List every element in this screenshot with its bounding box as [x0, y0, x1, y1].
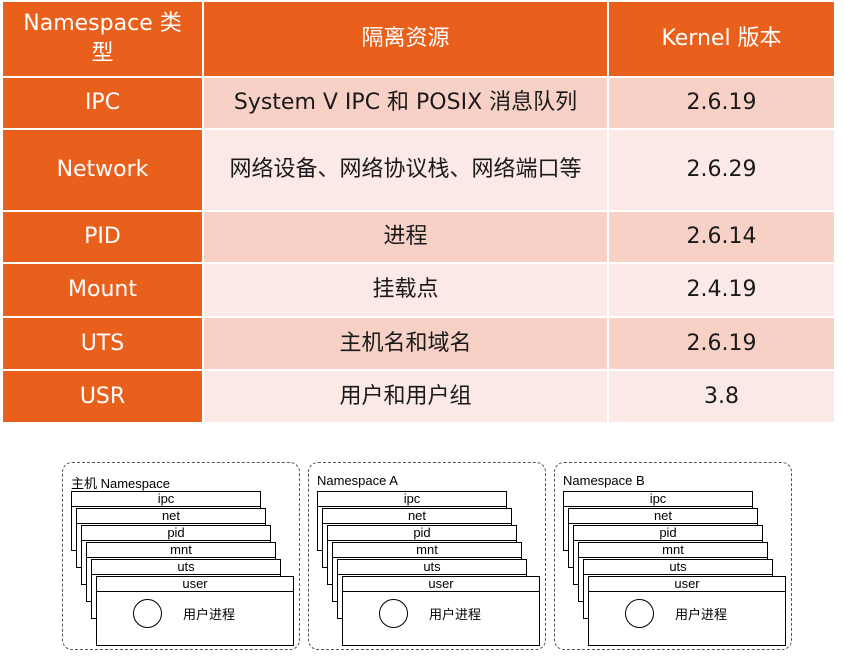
- namespace-title: Namespace A: [317, 473, 398, 488]
- layer-divider: [589, 591, 785, 592]
- process-circle-icon: [133, 599, 162, 628]
- table-row: IPC System V IPC 和 POSIX 消息队列 2.6.19: [1, 76, 836, 130]
- layer-label: uts: [177, 559, 195, 574]
- layer-label: net: [407, 508, 427, 523]
- header-kernel-version: Kernel 版本: [607, 0, 836, 78]
- table-row: USR 用户和用户组 3.8: [1, 369, 836, 424]
- layer-label: ipc: [649, 491, 667, 506]
- layer-label: user: [674, 576, 700, 591]
- layer-user: user 用户进程: [342, 576, 540, 646]
- process-label: 用户进程: [429, 608, 482, 623]
- namespace-diagram: 主机 Namespace ipc net pid mnt uts user 用户进程 Names…: [62, 462, 800, 652]
- namespace-title: Namespace B: [563, 473, 645, 488]
- row-kernel: 2.6.14: [607, 210, 836, 264]
- layer-label: mnt: [170, 542, 192, 557]
- table-row: PID 进程 2.6.14: [1, 210, 836, 264]
- layer-divider: [333, 557, 521, 558]
- row-kernel: 2.6.29: [607, 128, 836, 212]
- layer-divider: [318, 506, 506, 507]
- header-namespace-type: Namespace 类型: [1, 0, 204, 78]
- process-label: 用户进程: [183, 608, 236, 623]
- header-isolated-resource: 隔离资源: [202, 0, 609, 78]
- namespace-box-b: Namespace B ipc net pid mnt uts user 用户进程: [554, 462, 792, 650]
- process-circle-icon: [379, 599, 408, 628]
- layer-label: pid: [167, 525, 185, 540]
- layer-divider: [343, 591, 539, 592]
- row-type: USR: [1, 369, 204, 424]
- row-resource: 用户和用户组: [202, 369, 609, 424]
- namespace-table: Namespace 类型 隔离资源 Kernel 版本 IPC System V…: [1, 0, 836, 424]
- layer-label: uts: [669, 559, 687, 574]
- row-type: Mount: [1, 262, 204, 318]
- row-kernel: 2.4.19: [607, 262, 836, 318]
- process-label: 用户进程: [675, 608, 728, 623]
- table-row: Mount 挂载点 2.4.19: [1, 262, 836, 318]
- layer-divider: [72, 506, 260, 507]
- layer-label: ipc: [403, 491, 421, 506]
- layer-label: user: [428, 576, 454, 591]
- process-circle-icon: [625, 599, 654, 628]
- layer-divider: [87, 557, 275, 558]
- layer-label: net: [653, 508, 673, 523]
- layer-divider: [584, 574, 772, 575]
- row-resource: 挂载点: [202, 262, 609, 318]
- row-resource: 进程: [202, 210, 609, 264]
- layer-divider: [569, 523, 757, 524]
- row-type: PID: [1, 210, 204, 264]
- layer-divider: [564, 506, 752, 507]
- layer-label: ipc: [157, 491, 175, 506]
- row-kernel: 2.6.19: [607, 76, 836, 130]
- layer-user: user 用户进程: [96, 576, 294, 646]
- row-type: IPC: [1, 76, 204, 130]
- row-resource: 主机名和域名: [202, 316, 609, 371]
- layer-divider: [323, 523, 511, 524]
- row-resource: System V IPC 和 POSIX 消息队列: [202, 76, 609, 130]
- namespace-title: 主机 Namespace: [71, 476, 170, 491]
- layer-label: mnt: [662, 542, 684, 557]
- namespace-box-host: 主机 Namespace ipc net pid mnt uts user 用户进程: [62, 462, 300, 650]
- layer-divider: [77, 523, 265, 524]
- namespace-box-a: Namespace A ipc net pid mnt uts user 用户进程: [308, 462, 546, 650]
- row-kernel: 2.6.19: [607, 316, 836, 371]
- layer-label: pid: [659, 525, 677, 540]
- layer-label: pid: [413, 525, 431, 540]
- layer-user: user 用户进程: [588, 576, 786, 646]
- layer-label: mnt: [416, 542, 438, 557]
- layer-label: uts: [423, 559, 441, 574]
- layer-divider: [574, 540, 762, 541]
- layer-label: net: [161, 508, 181, 523]
- table-row: UTS 主机名和域名 2.6.19: [1, 316, 836, 371]
- layer-divider: [82, 540, 270, 541]
- table-header-row: Namespace 类型 隔离资源 Kernel 版本: [1, 0, 836, 78]
- row-resource: 网络设备、网络协议栈、网络端口等: [202, 128, 609, 212]
- layer-label: user: [182, 576, 208, 591]
- layer-divider: [92, 574, 280, 575]
- row-kernel: 3.8: [607, 369, 836, 424]
- layer-divider: [579, 557, 767, 558]
- layer-divider: [328, 540, 516, 541]
- layer-divider: [97, 591, 293, 592]
- layer-divider: [338, 574, 526, 575]
- row-type: UTS: [1, 316, 204, 371]
- row-type: Network: [1, 128, 204, 212]
- table-row: Network 网络设备、网络协议栈、网络端口等 2.6.29: [1, 128, 836, 212]
